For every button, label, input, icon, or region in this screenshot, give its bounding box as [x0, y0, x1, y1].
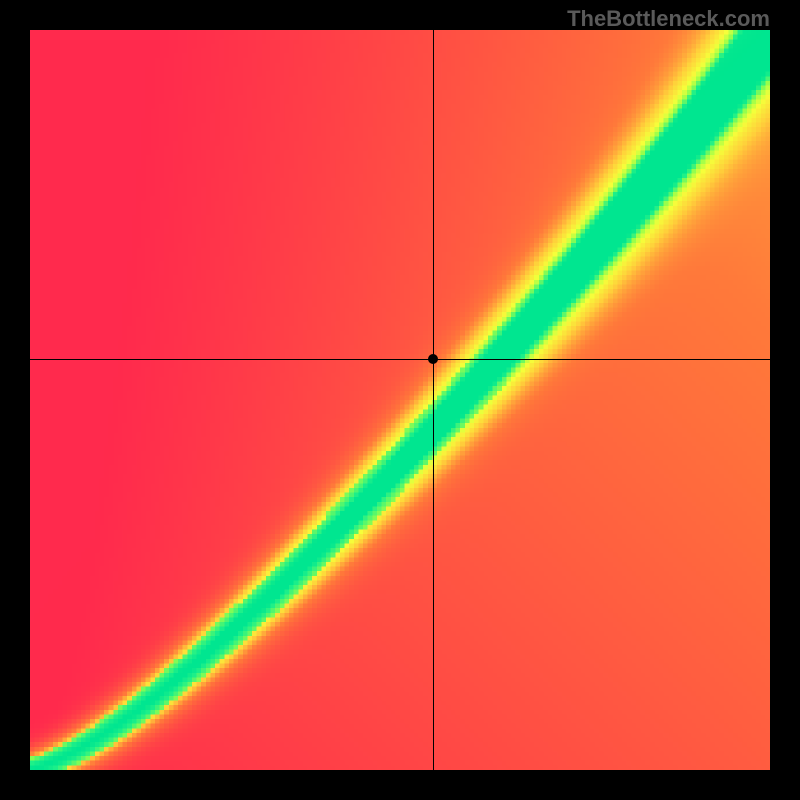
crosshair-vertical	[433, 30, 434, 770]
bottleneck-heatmap	[30, 30, 770, 770]
crosshair-horizontal	[30, 359, 770, 360]
watermark-text: TheBottleneck.com	[567, 6, 770, 32]
